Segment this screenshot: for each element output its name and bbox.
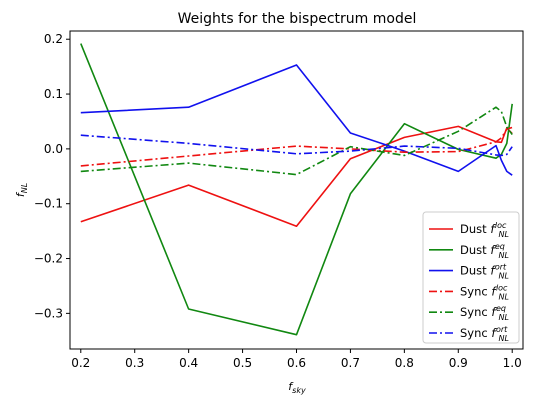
x-tick-label: 0.2 (71, 356, 90, 370)
legend-entry-label: Dust floc NL (460, 221, 509, 239)
y-tick-label: −0.2 (34, 252, 63, 266)
x-tick-label: 0.4 (179, 356, 198, 370)
legend-entry-label: Dust fort NL (460, 263, 509, 281)
y-tick-label: 0.0 (44, 142, 63, 156)
x-tick-label: 0.9 (449, 356, 468, 370)
legend-items: Dust floc NL Dust feq NL Dust fort NL Sync flo… (429, 221, 509, 343)
series-line-sync-ort (80, 134, 513, 157)
x-axis-label: fsky (288, 380, 306, 395)
series-line-sync-loc (80, 126, 513, 167)
x-tick-label: 0.3 (125, 356, 144, 370)
x-tick-label: 0.7 (341, 356, 360, 370)
x-tick-label: 0.8 (395, 356, 414, 370)
legend-entry-label: Sync feq NL (460, 304, 509, 322)
chart-title: Weights for the bispectrum model (178, 11, 417, 27)
y-tick-label: 0.1 (44, 87, 63, 101)
series-line-sync-eq (80, 106, 513, 176)
series-line-dust-ort (80, 64, 513, 176)
series-line-dust-eq (80, 43, 513, 336)
legend-entry-label: Sync fort NL (460, 325, 509, 343)
legend-entry-label: Dust feq NL (460, 242, 509, 260)
legend-frame (422, 211, 520, 344)
y-tick-label: −0.3 (34, 306, 63, 320)
x-tick-label: 0.5 (233, 356, 252, 370)
series-line-dust-loc (80, 125, 513, 227)
y-tick-label: −0.1 (34, 197, 63, 211)
series-layer (80, 43, 513, 336)
legend: Dust floc NL Dust feq NL Dust fort NL Sync flo… (422, 211, 520, 344)
x-tick-label: 1.0 (503, 356, 522, 370)
legend-entry-label: Sync floc NL (460, 283, 509, 301)
plot-area: 0.2 0.3 0.4 0.5 0.6 0.7 0.8 0.9 1.0 −0.3 −0.2 −0.1 0… (34, 30, 524, 370)
x-tick-label: 0.6 (287, 356, 306, 370)
y-tick-label: 0.2 (44, 32, 63, 46)
ticks-layer: 0.2 0.3 0.4 0.5 0.6 0.7 0.8 0.9 1.0 −0.3 −0.2 −0.1 0… (34, 32, 522, 370)
y-axis-label: fNL (14, 183, 29, 197)
